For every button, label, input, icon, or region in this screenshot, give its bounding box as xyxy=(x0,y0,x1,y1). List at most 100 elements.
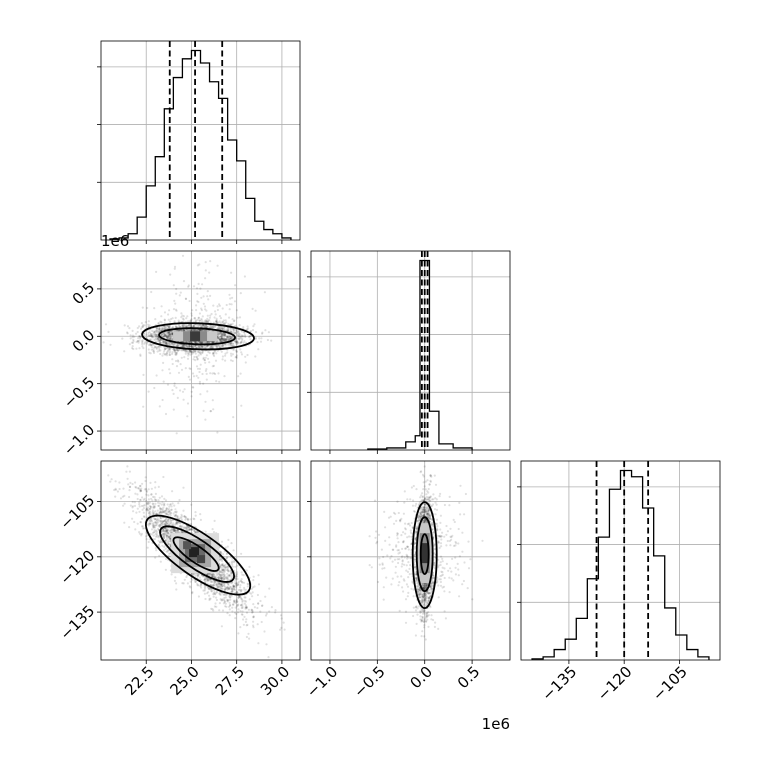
scatter-point xyxy=(213,581,216,584)
scatter-point xyxy=(220,345,223,348)
scatter-point xyxy=(171,528,174,531)
scatter-point xyxy=(192,340,195,343)
scatter-point xyxy=(162,380,165,383)
scatter-point xyxy=(189,319,192,322)
scatter-point xyxy=(157,345,160,348)
scatter-point xyxy=(151,334,154,337)
scatter-point xyxy=(157,539,160,542)
scatter-point xyxy=(150,518,153,522)
scatter-point xyxy=(227,333,230,336)
scatter-point xyxy=(167,535,171,539)
scatter-point xyxy=(224,593,227,597)
scatter-point xyxy=(217,337,220,340)
scatter-point xyxy=(224,585,227,588)
scatter-point xyxy=(206,314,209,317)
scatter-point xyxy=(151,523,154,526)
scatter-point xyxy=(165,522,168,525)
scatter-point xyxy=(177,530,180,533)
scatter-point xyxy=(198,329,201,332)
scatter-point xyxy=(229,338,232,341)
scatter-point xyxy=(229,330,232,333)
scatter-point xyxy=(164,518,168,521)
scatter-point xyxy=(216,349,219,352)
scatter-point xyxy=(171,351,174,354)
scatter-point xyxy=(169,331,172,334)
scatter-point xyxy=(136,340,139,343)
scatter-point xyxy=(163,322,166,325)
scatter-point xyxy=(176,344,179,347)
scatter-point xyxy=(152,351,156,354)
scatter-point xyxy=(199,363,202,366)
scatter-point xyxy=(199,346,202,349)
scatter-point xyxy=(204,587,207,590)
scatter-point xyxy=(140,326,143,329)
scatter-point xyxy=(251,611,254,614)
scatter-point xyxy=(208,579,211,582)
scatter-point xyxy=(184,527,188,530)
scatter-point xyxy=(221,576,224,579)
scatter-point xyxy=(234,586,237,589)
scatter-point xyxy=(169,334,172,337)
scatter-point xyxy=(189,325,192,328)
scatter-point xyxy=(209,580,212,583)
scatter-point xyxy=(224,339,228,342)
scatter-point xyxy=(189,349,192,352)
scatter-point xyxy=(225,605,228,608)
scatter-point xyxy=(237,337,240,340)
scatter-point xyxy=(198,263,201,266)
scatter-point xyxy=(152,526,155,529)
scatter-point xyxy=(237,333,240,336)
scatter-point xyxy=(241,613,244,616)
scatter-point xyxy=(221,598,224,601)
scatter-point xyxy=(178,348,181,352)
scatter-point xyxy=(204,326,207,329)
scatter-point xyxy=(140,517,144,520)
scatter-point xyxy=(129,485,132,488)
scatter-point xyxy=(212,609,215,612)
scatter-point xyxy=(211,352,215,355)
scatter-point xyxy=(170,528,173,532)
scatter-point xyxy=(253,606,256,609)
scatter-point xyxy=(221,326,224,329)
scatter-point xyxy=(123,521,126,524)
scatter-point xyxy=(222,566,225,569)
scatter-point xyxy=(197,376,200,379)
scatter-point xyxy=(167,313,170,316)
scatter-point xyxy=(175,511,178,514)
scatter-point xyxy=(161,533,164,537)
scatter-point xyxy=(219,338,222,341)
axes-frame xyxy=(310,250,511,451)
scatter-point xyxy=(225,587,228,590)
scatter-point xyxy=(224,588,227,591)
scatter-point xyxy=(211,573,214,576)
scatter-point xyxy=(159,560,162,563)
scatter-point xyxy=(229,585,232,588)
scatter-point xyxy=(218,577,221,580)
scatter-point xyxy=(155,347,158,350)
scatter-point xyxy=(213,582,216,585)
scatter-point xyxy=(219,583,222,586)
scatter-point xyxy=(155,549,158,552)
scatter-point xyxy=(245,605,248,609)
scatter-point xyxy=(248,598,251,601)
scatter-point xyxy=(222,333,225,336)
scatter-point xyxy=(220,551,223,554)
scatter-point xyxy=(220,583,223,586)
scatter-point xyxy=(165,535,168,538)
scatter-point xyxy=(222,577,225,580)
scatter-point xyxy=(160,503,163,506)
scatter-point xyxy=(224,339,227,342)
scatter-point xyxy=(131,517,134,520)
scatter-point xyxy=(187,324,190,327)
scatter-point xyxy=(138,335,141,338)
scatter-point xyxy=(157,525,160,528)
scatter-point xyxy=(226,598,229,601)
scatter-point xyxy=(191,578,194,581)
scatter-point xyxy=(161,398,164,402)
scatter-point xyxy=(235,583,238,586)
scatter-point xyxy=(193,345,196,348)
scatter-point xyxy=(224,359,227,362)
scatter-point xyxy=(162,506,165,509)
scatter-point xyxy=(147,320,150,323)
scatter-point xyxy=(223,326,226,329)
